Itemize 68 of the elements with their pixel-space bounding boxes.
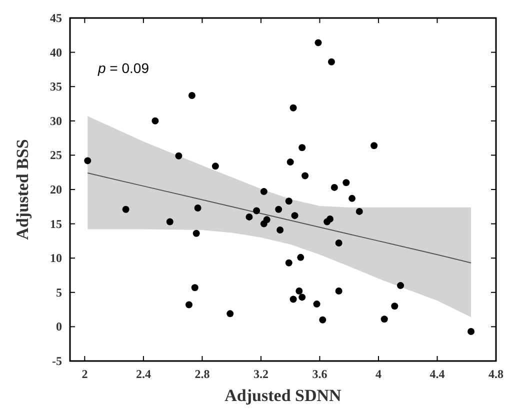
point bbox=[391, 302, 398, 310]
point bbox=[84, 157, 92, 164]
point bbox=[285, 198, 292, 205]
point bbox=[291, 212, 298, 220]
point bbox=[194, 204, 202, 212]
point bbox=[356, 208, 363, 215]
x-tick-label: 3.2 bbox=[253, 367, 268, 381]
y-tick-label: 0 bbox=[56, 320, 62, 334]
y-tick-label: 40 bbox=[50, 45, 62, 60]
point bbox=[253, 207, 260, 214]
x-tick-label: 4 bbox=[375, 367, 382, 381]
y-tick-label: 35 bbox=[50, 80, 62, 94]
point bbox=[297, 254, 304, 261]
point bbox=[328, 58, 335, 66]
point bbox=[276, 226, 284, 234]
point bbox=[152, 117, 159, 124]
x-tick-label: 2.4 bbox=[136, 367, 151, 381]
y-tick-label: 45 bbox=[50, 11, 62, 25]
x-tick-label: 2.8 bbox=[194, 367, 210, 381]
x-tick-label: 3.6 bbox=[312, 367, 328, 381]
point bbox=[246, 213, 253, 220]
point bbox=[468, 328, 475, 335]
point bbox=[335, 288, 342, 295]
point bbox=[298, 144, 306, 152]
point bbox=[192, 230, 200, 237]
point bbox=[191, 284, 198, 292]
y-tick-label: -5 bbox=[52, 354, 62, 368]
y-tick-label: 25 bbox=[50, 148, 62, 162]
point bbox=[122, 206, 130, 213]
point bbox=[285, 259, 292, 266]
y-tick-label: 30 bbox=[50, 114, 62, 128]
x-axis-title: Adjusted SDNN bbox=[224, 386, 342, 405]
point bbox=[326, 216, 334, 222]
point bbox=[166, 218, 174, 226]
point bbox=[260, 188, 268, 196]
point bbox=[263, 216, 270, 224]
annotation: p = 0.09 bbox=[97, 60, 150, 76]
x-tick-label: 4.8 bbox=[488, 367, 504, 381]
point bbox=[298, 294, 306, 301]
point bbox=[319, 316, 326, 324]
y-tick-label: 20 bbox=[50, 182, 62, 196]
point bbox=[188, 92, 196, 100]
y-tick-label: 10 bbox=[50, 251, 62, 266]
point bbox=[175, 152, 182, 160]
x-tick-label: 2 bbox=[82, 367, 88, 381]
line-series bbox=[87, 172, 472, 264]
point bbox=[330, 184, 338, 191]
point bbox=[212, 162, 219, 170]
point bbox=[290, 296, 297, 303]
y-tick-label: 5 bbox=[56, 285, 62, 300]
point bbox=[397, 282, 404, 290]
point bbox=[286, 158, 294, 166]
point bbox=[313, 300, 320, 308]
point bbox=[335, 240, 342, 247]
point bbox=[290, 104, 297, 112]
y-tick-label: 15 bbox=[50, 216, 62, 231]
point bbox=[226, 310, 234, 318]
point bbox=[380, 316, 388, 323]
point bbox=[314, 39, 322, 46]
point bbox=[342, 179, 350, 186]
x-tick-label: 4.4 bbox=[430, 367, 445, 381]
point bbox=[275, 206, 282, 213]
y-axis-title: Adjusted BSS bbox=[13, 139, 32, 240]
point bbox=[302, 172, 309, 180]
point bbox=[185, 301, 192, 308]
point bbox=[296, 288, 303, 295]
point bbox=[348, 194, 356, 202]
point bbox=[370, 142, 378, 150]
